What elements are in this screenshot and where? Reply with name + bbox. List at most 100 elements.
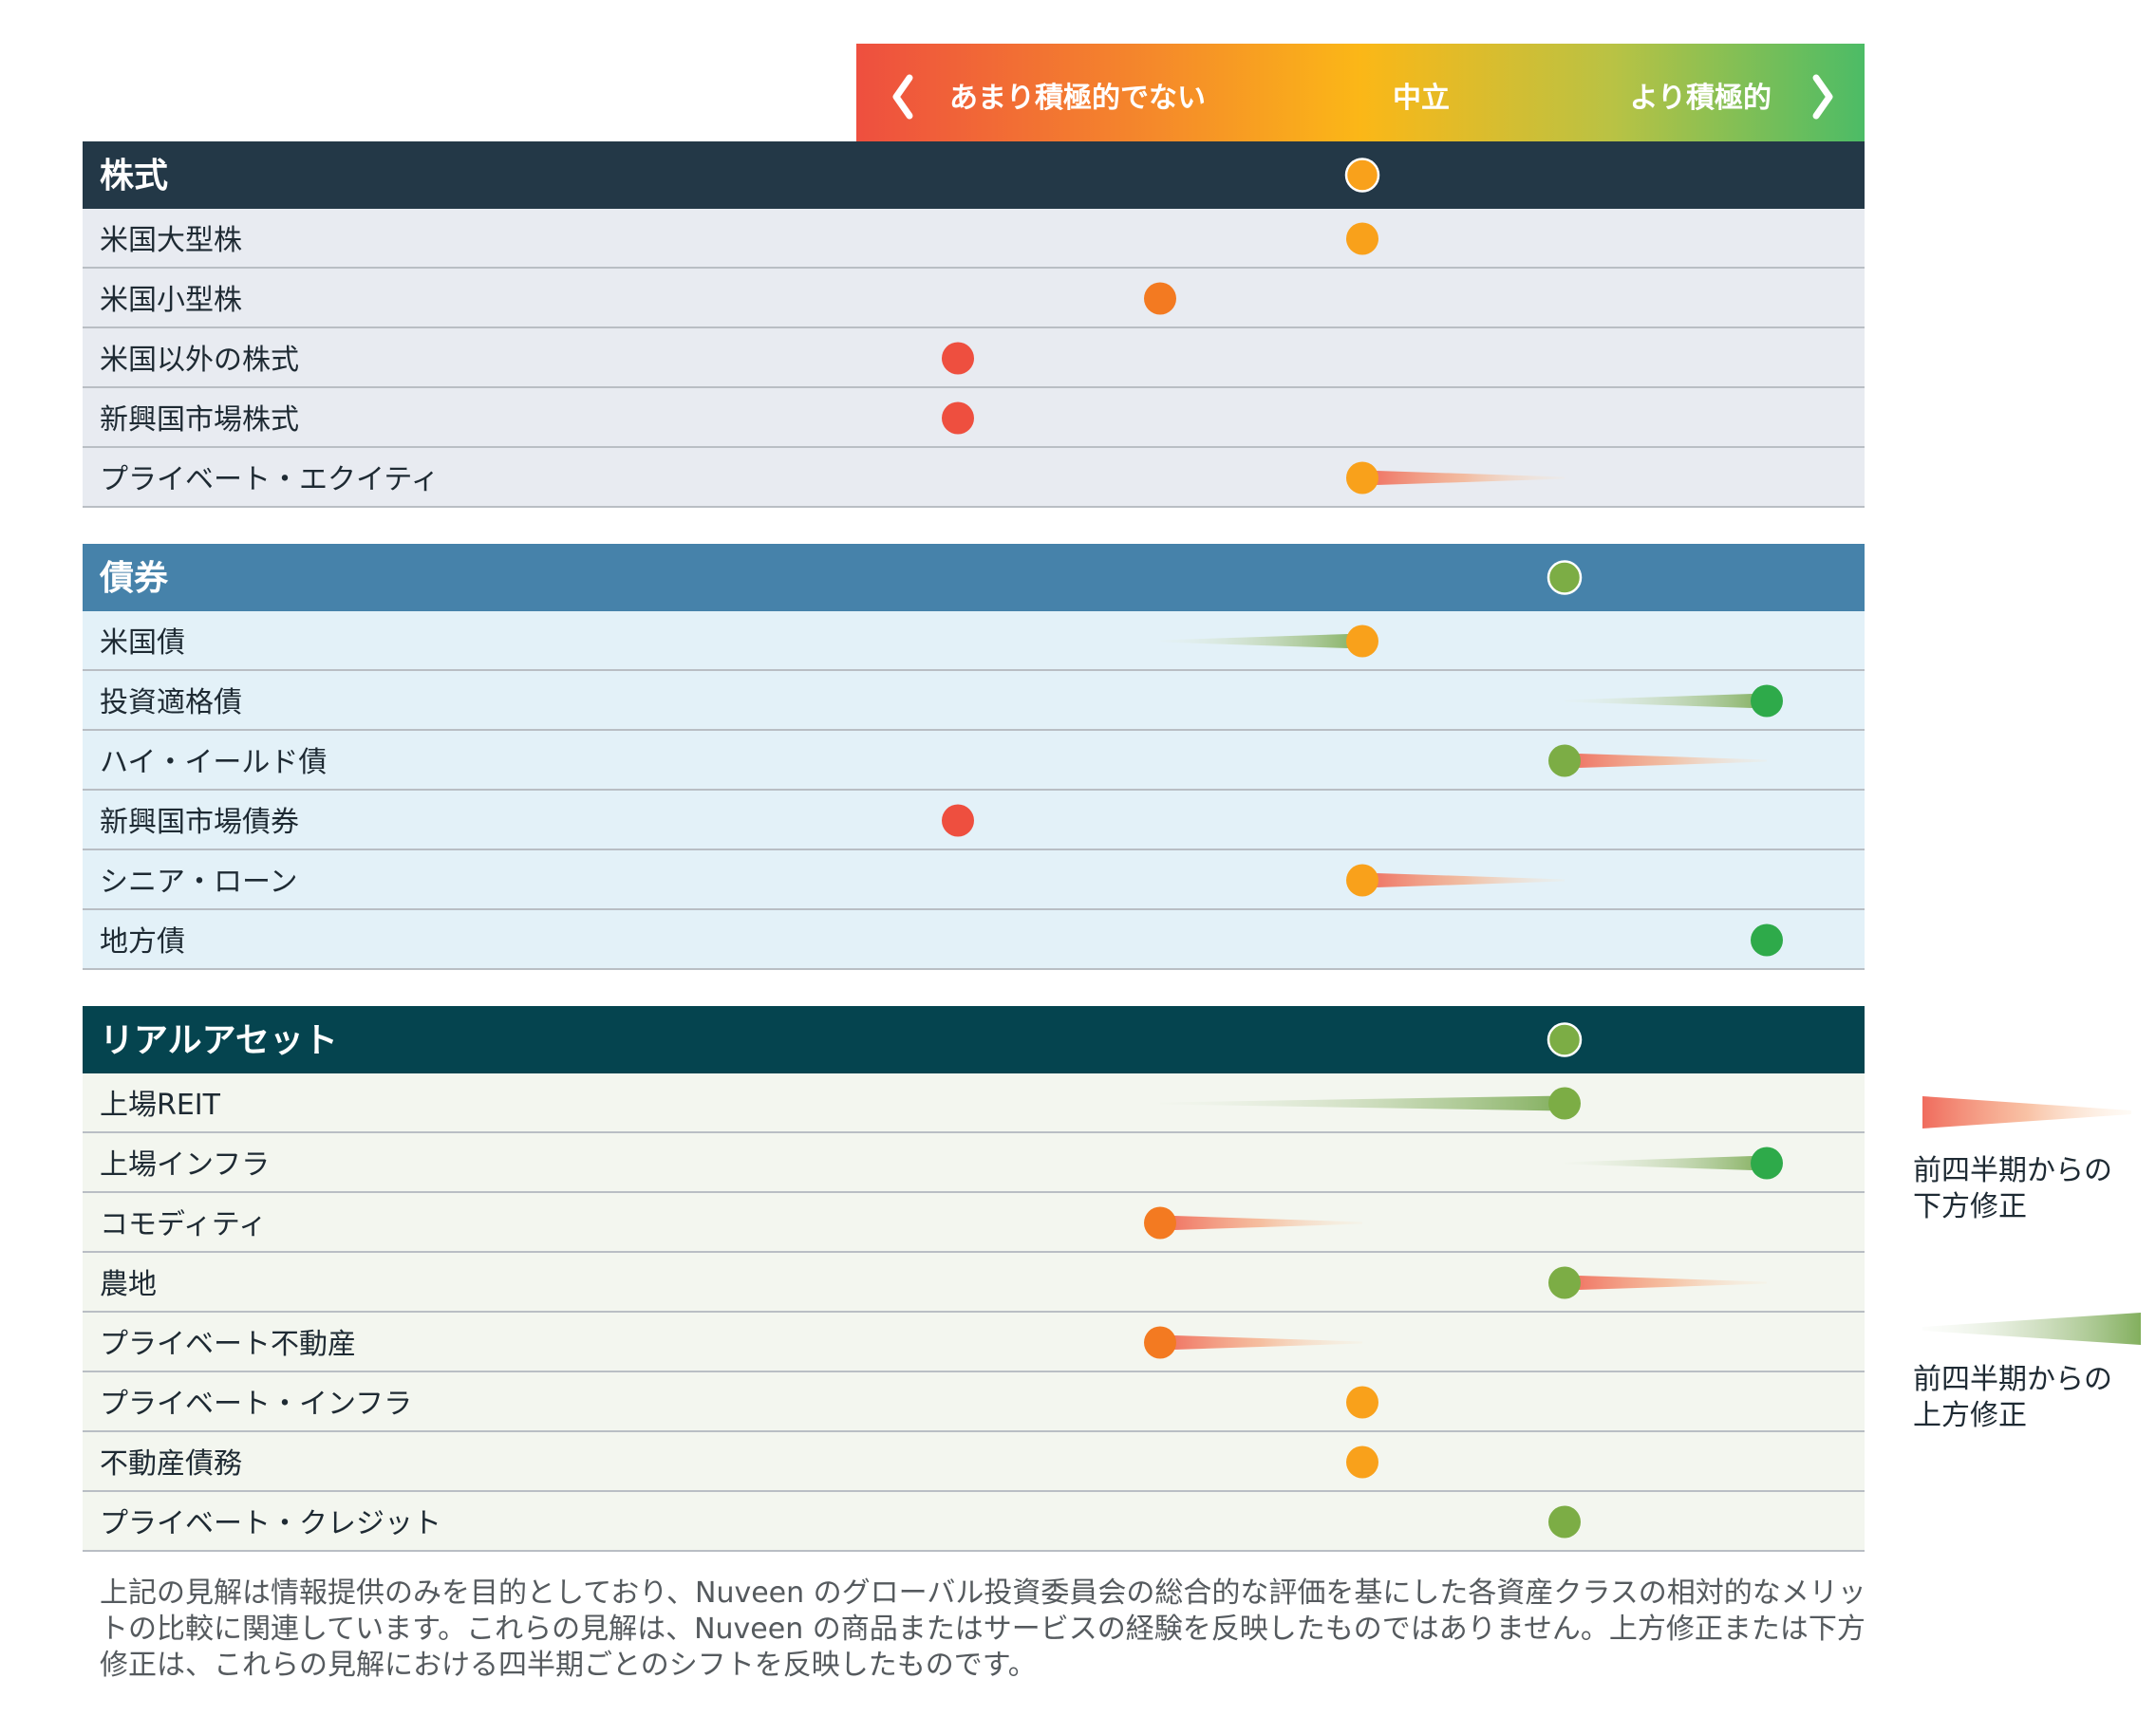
- rating-dot: [942, 401, 974, 435]
- row-label: プライベート・インフラ: [100, 1388, 412, 1421]
- row-label: 米国小型株: [100, 284, 242, 317]
- row-background: [83, 448, 1865, 508]
- revision-trail: [1565, 753, 1767, 769]
- section-overall-dot: [1344, 158, 1380, 193]
- section-title: 債券: [99, 559, 169, 598]
- scale-bar: あまり積極的でない 中立 より積極的: [856, 44, 1865, 141]
- table-row: プライベート不動産: [83, 1313, 1865, 1372]
- row-label: 不動産債務: [100, 1447, 242, 1481]
- rating-dot: [1548, 1505, 1581, 1539]
- row-label: 新興国市場株式: [100, 403, 299, 437]
- legend-upgrade-label: 前四半期からの 上方修正: [1913, 1363, 2112, 1432]
- row-background: [83, 269, 1865, 328]
- rating-dot: [1548, 1266, 1581, 1299]
- row-background: [83, 850, 1865, 910]
- row-label: 上場REIT: [100, 1089, 221, 1122]
- section-title: 株式: [100, 157, 168, 196]
- rating-dot: [1346, 461, 1378, 494]
- scale-gradient: [856, 44, 1865, 141]
- table-row: コモディティ: [83, 1193, 1865, 1253]
- legend-marks: [1922, 1096, 2141, 1345]
- row-background: [83, 1432, 1865, 1492]
- revision-trail: [1160, 633, 1362, 649]
- table-row: 上場インフラ: [83, 1133, 1865, 1193]
- revision-trail: [1160, 1095, 1565, 1111]
- row-background: [83, 611, 1865, 671]
- row-label: 農地: [100, 1268, 157, 1301]
- section-overall-dot: [1547, 1022, 1583, 1057]
- table-row: プライベート・クレジット: [83, 1492, 1865, 1552]
- row-label: プライベート・クレジット: [100, 1507, 441, 1540]
- rating-dot: [1346, 625, 1378, 658]
- rating-dot: [1751, 684, 1783, 718]
- rating-dot: [1548, 1087, 1581, 1120]
- rating-dot: [1144, 1206, 1176, 1240]
- table-row: 農地: [83, 1253, 1865, 1313]
- table-row: 新興国市場株式: [83, 388, 1865, 448]
- chevron-left-icon: [892, 74, 913, 120]
- table-row: 投資適格債: [83, 671, 1865, 731]
- section-header: [83, 544, 1865, 611]
- rating-dot: [1144, 1326, 1176, 1359]
- legend-downgrade-label: 前四半期からの 下方修正: [1913, 1154, 2112, 1223]
- table-row: ハイ・イールド債: [83, 731, 1865, 791]
- sections: 株式米国大型株米国小型株米国以外の株式新興国市場株式プライベート・エクイティ債券…: [83, 141, 1865, 1552]
- row-background: [83, 1313, 1865, 1372]
- revision-trail: [1565, 1155, 1767, 1171]
- row-label: 新興国市場債券: [100, 806, 299, 839]
- rating-dot: [942, 804, 974, 837]
- row-background: [83, 910, 1865, 970]
- revision-trail: [1565, 1275, 1767, 1291]
- row-label: 上場インフラ: [100, 1148, 270, 1182]
- table-row: 米国大型株: [83, 209, 1865, 269]
- chevron-right-icon: [1812, 74, 1833, 120]
- revision-trail: [1362, 470, 1565, 486]
- row-label: 米国大型株: [100, 224, 242, 257]
- table-row: 米国債: [83, 611, 1865, 671]
- table-row: 地方債: [83, 910, 1865, 970]
- row-label: シニア・ローン: [100, 866, 298, 899]
- rating-dot: [1346, 222, 1378, 255]
- table-row: 上場REIT: [83, 1073, 1865, 1133]
- row-label: プライベート・エクイティ: [100, 463, 440, 496]
- row-label: コモディティ: [100, 1208, 267, 1241]
- scale-less-label: あまり積極的でない: [949, 82, 1206, 115]
- table-row: シニア・ローン: [83, 850, 1865, 910]
- rating-dot: [1346, 1446, 1378, 1479]
- table-row: 米国小型株: [83, 269, 1865, 328]
- revision-trail: [1160, 1334, 1362, 1351]
- row-label: 米国債: [100, 626, 185, 660]
- row-label: ハイ・イールド債: [100, 746, 327, 779]
- revision-trail: [1160, 1215, 1362, 1231]
- table-row: 不動産債務: [83, 1432, 1865, 1492]
- row-label: 地方債: [100, 925, 185, 959]
- row-background: [83, 1372, 1865, 1432]
- table-row: 米国以外の株式: [83, 328, 1865, 388]
- revision-trail: [1362, 872, 1565, 888]
- row-background: [83, 1193, 1865, 1253]
- section-title: リアルアセット: [100, 1021, 338, 1060]
- section-header: [83, 141, 1865, 209]
- rating-dot: [1346, 864, 1378, 897]
- table-row: プライベート・インフラ: [83, 1372, 1865, 1432]
- scale-more-label: より積極的: [1630, 82, 1772, 115]
- row-label: 投資適格債: [100, 686, 242, 719]
- rating-dot: [1144, 282, 1176, 315]
- scale-neutral-label: 中立: [1393, 82, 1450, 115]
- rating-dot: [1548, 744, 1581, 777]
- section-overall-dot: [1547, 560, 1583, 595]
- rating-dot: [1346, 1386, 1378, 1419]
- rating-dot: [1751, 1147, 1783, 1180]
- row-background: [83, 1073, 1865, 1133]
- table-row: プライベート・エクイティ: [83, 448, 1865, 508]
- rating-dot: [1751, 923, 1783, 957]
- row-label: プライベート不動産: [100, 1328, 356, 1361]
- footnote: 上記の見解は情報提供のみを目的としており、Nuveen のグローバル投資委員会の…: [100, 1576, 1866, 1682]
- legend-downgrade-swatch: [1922, 1096, 2131, 1128]
- legend-upgrade-swatch: [1922, 1313, 2141, 1345]
- revision-trail: [1565, 693, 1767, 709]
